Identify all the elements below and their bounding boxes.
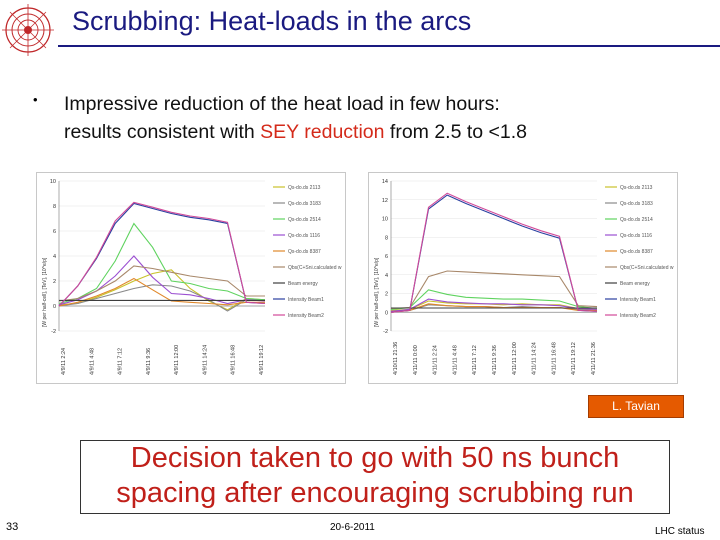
y-tick-label: 4 bbox=[53, 254, 56, 260]
series-line-8 bbox=[390, 192, 598, 313]
heat-load-chart-1: -2 0 2 4 6 8 10 [W per half-cell], [TeV], [10^e… bbox=[36, 172, 346, 384]
y-tick-label: 2 bbox=[385, 292, 388, 298]
legend-entry: Qs-do.ds 2113 bbox=[620, 185, 653, 191]
y-tick-label: 8 bbox=[385, 235, 388, 241]
legend-entry: Qs-do.ds 3183 bbox=[288, 201, 321, 207]
y-tick-label: 6 bbox=[53, 229, 56, 235]
y-axis-label: [W per half-cell], [TeV], [10^e/p] bbox=[374, 257, 380, 327]
heat-load-chart-2-svg: -2 0 2 4 6 8 10 12 14 [W per half-cell], [TeV], [… bbox=[374, 179, 674, 375]
x-tick-label: 4/9/11 16:48 bbox=[231, 345, 237, 375]
bullet-line-2-pre: results consistent with bbox=[64, 121, 261, 143]
x-tick-label: 4/10/11 21:36 bbox=[393, 342, 399, 375]
y-tick-label: 12 bbox=[382, 198, 388, 204]
legend-entry: Intensity Beam2 bbox=[620, 313, 656, 319]
legend-entry: Beam energy bbox=[620, 281, 650, 287]
y-axis-label: [W per half-cell], [TeV], [10^e/p] bbox=[42, 257, 48, 327]
series-line-2 bbox=[390, 289, 598, 310]
footer-title: LHC status bbox=[655, 526, 705, 537]
x-tick-label: 4/9/11 4:48 bbox=[89, 348, 95, 375]
series-line-4 bbox=[58, 277, 265, 307]
x-tick-label: 4/11/11 0:00 bbox=[413, 345, 419, 375]
slide-title: Scrubbing: Heat-loads in the arcs bbox=[72, 6, 472, 36]
x-tick-label: 4/9/11 12:00 bbox=[174, 345, 180, 375]
footer-date: 20-6-2011 bbox=[330, 522, 375, 533]
bullet-marker: • bbox=[33, 92, 38, 107]
legend-entry: Qs-do.ds 1116 bbox=[620, 233, 652, 239]
x-tick-label: 4/11/11 21:36 bbox=[591, 342, 597, 375]
x-tick-label: 4/11/11 9:36 bbox=[492, 345, 498, 375]
legend-entry: Qs-do.ds 8387 bbox=[620, 249, 653, 255]
bullet-line-1: Impressive reduction of the heat load in… bbox=[64, 93, 500, 115]
legend-entry: Beam energy bbox=[288, 281, 318, 287]
legend-entry: Intensity Beam1 bbox=[288, 297, 324, 303]
cern-logo-icon bbox=[2, 4, 54, 56]
bullet-line-2: results consistent with SEY reduction fr… bbox=[64, 118, 704, 146]
series-line-5 bbox=[58, 265, 265, 302]
bullet-text: Impressive reduction of the heat load in… bbox=[64, 90, 704, 146]
decision-box: Decision taken to go with 50 ns bunch sp… bbox=[80, 440, 670, 514]
sey-highlight: SEY reduction bbox=[260, 121, 385, 143]
decision-line-2: spacing after encouraging scrubbing run bbox=[116, 477, 634, 509]
legend-entry: Qbs(C+Sni.calculated w bbox=[288, 265, 342, 271]
series-line-0 bbox=[58, 269, 266, 311]
legend-entry: Intensity Beam2 bbox=[288, 313, 324, 319]
page-number: 33 bbox=[6, 521, 19, 533]
x-tick-label: 4/9/11 9:36 bbox=[146, 348, 152, 375]
y-tick-label: 8 bbox=[53, 204, 56, 210]
title-underline bbox=[58, 45, 720, 47]
x-tick-label: 4/11/11 4:48 bbox=[452, 345, 458, 375]
heat-load-chart-1-svg: -2 0 2 4 6 8 10 [W per half-cell], [TeV], [10^e… bbox=[42, 179, 342, 375]
legend-entry: Qs-do.ds 8387 bbox=[288, 249, 321, 255]
x-tick-label: 4/11/11 7:12 bbox=[472, 345, 478, 375]
y-tick-label: 4 bbox=[385, 273, 388, 279]
series-line-8 bbox=[58, 201, 266, 307]
y-tick-label: 0 bbox=[53, 304, 56, 310]
x-tick-label: 4/11/11 12:00 bbox=[512, 342, 518, 375]
x-tick-label: 4/9/11 14:24 bbox=[202, 345, 208, 375]
series-line-2 bbox=[58, 222, 266, 305]
decision-line-1: Decision taken to go with 50 ns bunch bbox=[130, 442, 620, 474]
y-tick-label: -2 bbox=[383, 329, 388, 335]
heat-load-chart-2: -2 0 2 4 6 8 10 12 14 [W per half-cell], [TeV], [… bbox=[368, 172, 678, 384]
y-tick-label: 10 bbox=[50, 179, 56, 185]
series-line-5 bbox=[390, 270, 598, 310]
y-tick-label: -2 bbox=[51, 329, 56, 335]
x-tick-label: 4/9/11 19:12 bbox=[259, 345, 265, 375]
x-tick-label: 4/11/11 19:12 bbox=[571, 342, 577, 375]
x-tick-label: 4/11/11 2:24 bbox=[433, 345, 439, 375]
legend-entry: Qs-do.ds 2113 bbox=[288, 185, 321, 191]
y-tick-label: 0 bbox=[385, 310, 388, 316]
legend-entry: Qs-do.ds 3183 bbox=[620, 201, 653, 207]
x-tick-label: 4/11/11 16:48 bbox=[551, 342, 557, 375]
legend-entry: Qs-do.ds 2514 bbox=[620, 217, 653, 223]
x-tick-label: 4/9/11 7:12 bbox=[118, 348, 124, 375]
series-line-3 bbox=[390, 298, 598, 312]
y-tick-label: 14 bbox=[382, 179, 388, 185]
author-credit: L. Tavian bbox=[588, 395, 684, 418]
legend-entry: Qs-do.ds 2514 bbox=[288, 217, 321, 223]
legend-entry: Intensity Beam1 bbox=[620, 297, 656, 303]
y-tick-label: 6 bbox=[385, 254, 388, 260]
decision-text: Decision taken to go with 50 ns bunch sp… bbox=[81, 441, 669, 511]
legend-entry: Qs-do.ds 1116 bbox=[288, 233, 320, 239]
bullet-line-2-post: from 2.5 to <1.8 bbox=[384, 121, 528, 143]
y-tick-label: 2 bbox=[53, 279, 56, 285]
x-tick-label: 4/9/11 2:24 bbox=[61, 348, 67, 375]
legend-entry: Qbs(C+Sni.calculated w bbox=[620, 265, 674, 271]
y-tick-label: 10 bbox=[382, 217, 388, 223]
x-tick-label: 4/11/11 14:24 bbox=[532, 342, 538, 375]
series-line-7 bbox=[58, 202, 266, 307]
